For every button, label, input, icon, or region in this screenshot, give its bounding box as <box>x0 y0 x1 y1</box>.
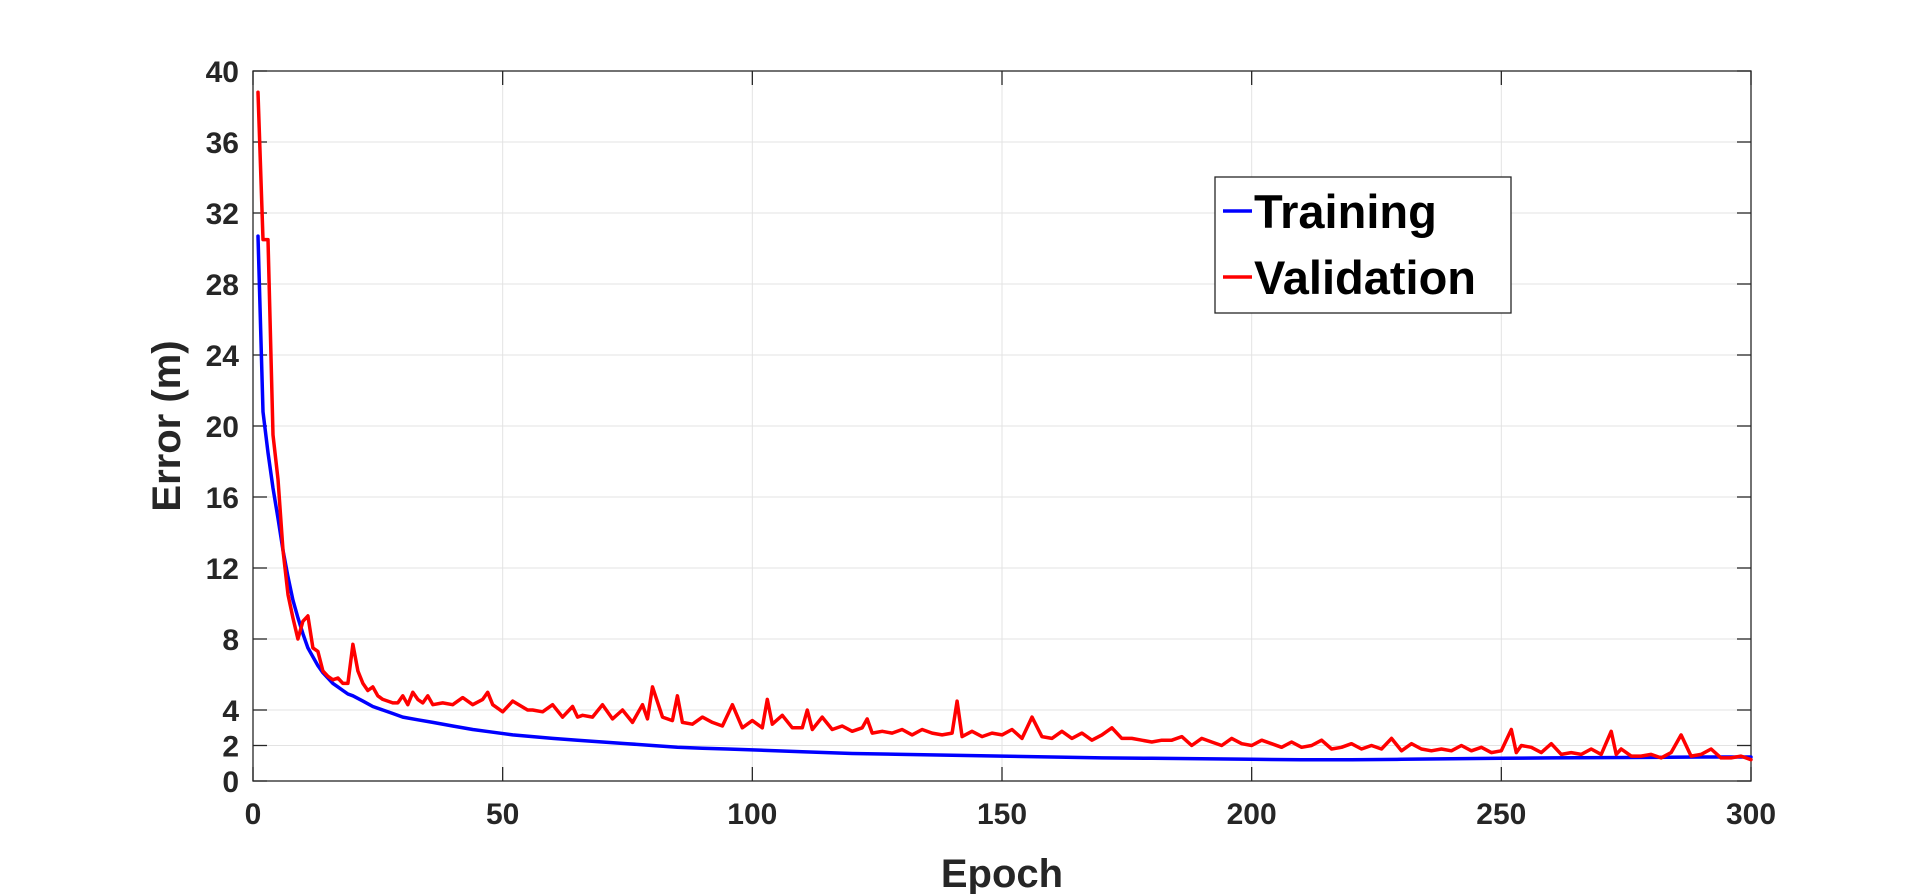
x-tick-label: 250 <box>1476 798 1526 831</box>
legend-box <box>1214 176 1512 314</box>
x-tick-label: 100 <box>727 798 777 831</box>
y-tick-label: 20 <box>206 411 239 444</box>
x-tick-label: 50 <box>486 798 519 831</box>
series-line-training <box>256 234 1753 762</box>
x-tick-label: 200 <box>1227 798 1277 831</box>
y-tick-label: 16 <box>206 482 239 515</box>
y-axis-title: Error (m) <box>145 340 189 511</box>
x-axis-title: Epoch <box>941 852 1063 894</box>
y-tick-label: 8 <box>222 624 239 657</box>
y-tick-label: 40 <box>206 56 239 89</box>
x-tick-label: 300 <box>1726 798 1776 831</box>
legend: Training Validation <box>1214 176 1512 314</box>
y-tick-label: 36 <box>206 127 239 160</box>
y-tick-label: 12 <box>206 553 239 586</box>
y-tick-label: 32 <box>206 198 239 231</box>
y-tick-label: 0 <box>222 766 239 799</box>
legend-label-validation: Validation <box>1254 251 1476 304</box>
x-axis-tick-labels: 0 50 100 150 200 250 300 <box>245 798 1776 831</box>
x-tick-label: 150 <box>977 798 1027 831</box>
y-tick-label: 24 <box>206 340 240 373</box>
legend-label-training: Training <box>1254 185 1437 238</box>
series-line-validation <box>256 90 1753 762</box>
y-tick-label: 4 <box>222 695 239 728</box>
y-tick-label: 2 <box>222 731 239 764</box>
series-lines <box>256 90 1753 762</box>
y-tick-label: 28 <box>206 269 239 302</box>
x-tick-label: 0 <box>245 798 262 831</box>
